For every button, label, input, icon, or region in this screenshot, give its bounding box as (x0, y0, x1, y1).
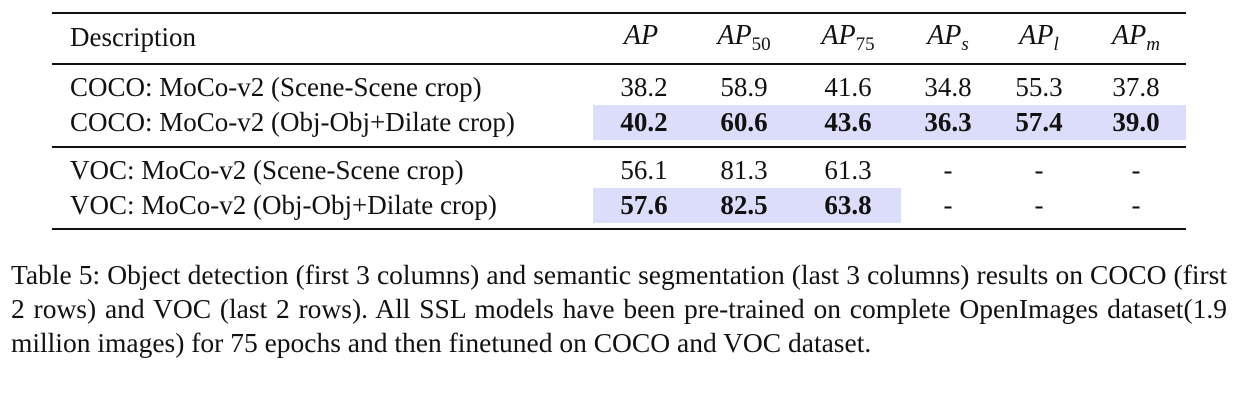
header-apm: APm (1112, 20, 1160, 55)
header-description: Description (70, 22, 196, 52)
header-apm-base: AP (1112, 20, 1147, 51)
cell-apm: 39.0 (1112, 107, 1160, 137)
header-ap75-sub: 75 (855, 34, 875, 55)
cell-apl: 57.4 (1015, 107, 1063, 137)
cell-ap75: 41.6 (824, 72, 872, 102)
cell-ap50: 82.5 (720, 190, 768, 220)
header-aps: APs (927, 20, 969, 55)
header-aps-base: AP (927, 20, 962, 51)
header-ap75: AP75 (821, 20, 875, 55)
cell-apm: 37.8 (1112, 72, 1160, 102)
header-ap75-base: AP (821, 20, 856, 51)
cell-ap50: 58.9 (720, 72, 768, 102)
table-group-rule (52, 146, 1186, 148)
cell-ap50: 81.3 (720, 155, 768, 185)
cell-ap: 38.2 (620, 72, 668, 102)
coco-highlight-band (593, 105, 1186, 140)
cell-aps: - (943, 190, 953, 220)
header-ap50-base: AP (717, 20, 752, 51)
row-description: COCO: MoCo-v2 (Obj-Obj+Dilate crop) (70, 107, 515, 137)
cell-aps: 34.8 (924, 72, 972, 102)
header-ap-base: AP (623, 20, 659, 51)
header-apm-sub: m (1146, 34, 1160, 55)
table-caption: Table 5: Object detection (first 3 colum… (11, 259, 1227, 358)
table-bottom-rule (52, 228, 1186, 230)
voc-highlight-band (593, 188, 901, 223)
header-aps-sub: s (961, 34, 969, 55)
table-top-rule (52, 12, 1186, 14)
cell-apl: 55.3 (1015, 72, 1063, 102)
cell-ap: 57.6 (620, 190, 668, 220)
row-description: VOC: MoCo-v2 (Obj-Obj+Dilate crop) (70, 190, 497, 220)
cell-ap50: 60.6 (720, 107, 768, 137)
header-apl-base: AP (1019, 20, 1054, 51)
row-description: COCO: MoCo-v2 (Scene-Scene crop) (70, 72, 482, 102)
cell-ap75: 63.8 (824, 190, 872, 220)
header-apl: APl (1019, 20, 1059, 55)
header-ap: AP (624, 20, 658, 52)
header-ap50-sub: 50 (751, 34, 771, 55)
cell-apm: - (1131, 190, 1141, 220)
header-apl-sub: l (1053, 34, 1059, 55)
cell-ap: 40.2 (620, 107, 668, 137)
cell-apl: - (1034, 190, 1044, 220)
cell-ap75: 43.6 (824, 107, 872, 137)
row-description: VOC: MoCo-v2 (Scene-Scene crop) (70, 155, 464, 185)
cell-aps: - (943, 155, 953, 185)
table-header-rule (52, 63, 1186, 65)
header-ap50: AP50 (717, 20, 771, 55)
cell-apm: - (1131, 155, 1141, 185)
cell-aps: 36.3 (924, 107, 972, 137)
cell-apl: - (1034, 155, 1044, 185)
cell-ap: 56.1 (620, 155, 668, 185)
cell-ap75: 61.3 (824, 155, 872, 185)
